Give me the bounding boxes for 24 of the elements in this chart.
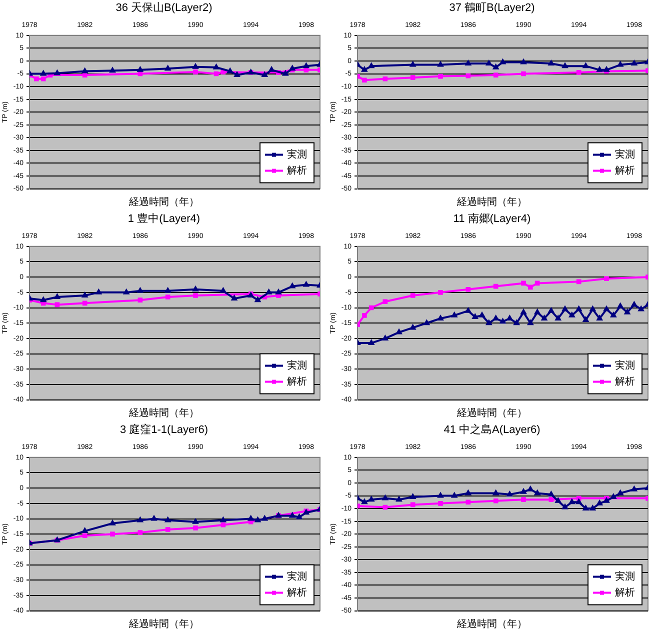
x-axis-title: 経過時間（年） bbox=[128, 618, 200, 632]
chart-title: 36 天保山B(Layer2) bbox=[114, 1, 214, 16]
x-axis-title: 経過時間（年） bbox=[128, 196, 200, 210]
chart-title: 11 南郷(Layer4) bbox=[452, 212, 532, 227]
x-axis-title: 経過時間（年） bbox=[456, 618, 528, 632]
legend-label: 解析 bbox=[615, 375, 635, 388]
legend-label: 解析 bbox=[287, 164, 307, 176]
legend-label: 実測 bbox=[287, 570, 307, 582]
x-axis-title: 経過時間（年） bbox=[128, 407, 200, 421]
chart-title: 37 鶴町B(Layer2) bbox=[448, 1, 536, 16]
legend-label: 実測 bbox=[615, 570, 635, 582]
legend-label: 解析 bbox=[615, 164, 635, 176]
legend-label: 解析 bbox=[615, 586, 635, 598]
legend-label: 実測 bbox=[615, 359, 635, 372]
x-axis-title: 経過時間（年） bbox=[456, 196, 528, 210]
legend-label: 解析 bbox=[287, 586, 307, 598]
legend-label: 実測 bbox=[615, 148, 635, 160]
x-axis-title: 経過時間（年） bbox=[456, 407, 528, 421]
chart-title: 3 庭窪1-1(Layer6) bbox=[118, 423, 210, 438]
legend-label: 実測 bbox=[287, 148, 307, 160]
chart-title: 1 豊中(Layer4) bbox=[126, 212, 202, 227]
legend-label: 実測 bbox=[287, 359, 307, 372]
chart-title: 41 中之島A(Layer6) bbox=[442, 423, 542, 438]
legend-label: 解析 bbox=[287, 375, 307, 388]
